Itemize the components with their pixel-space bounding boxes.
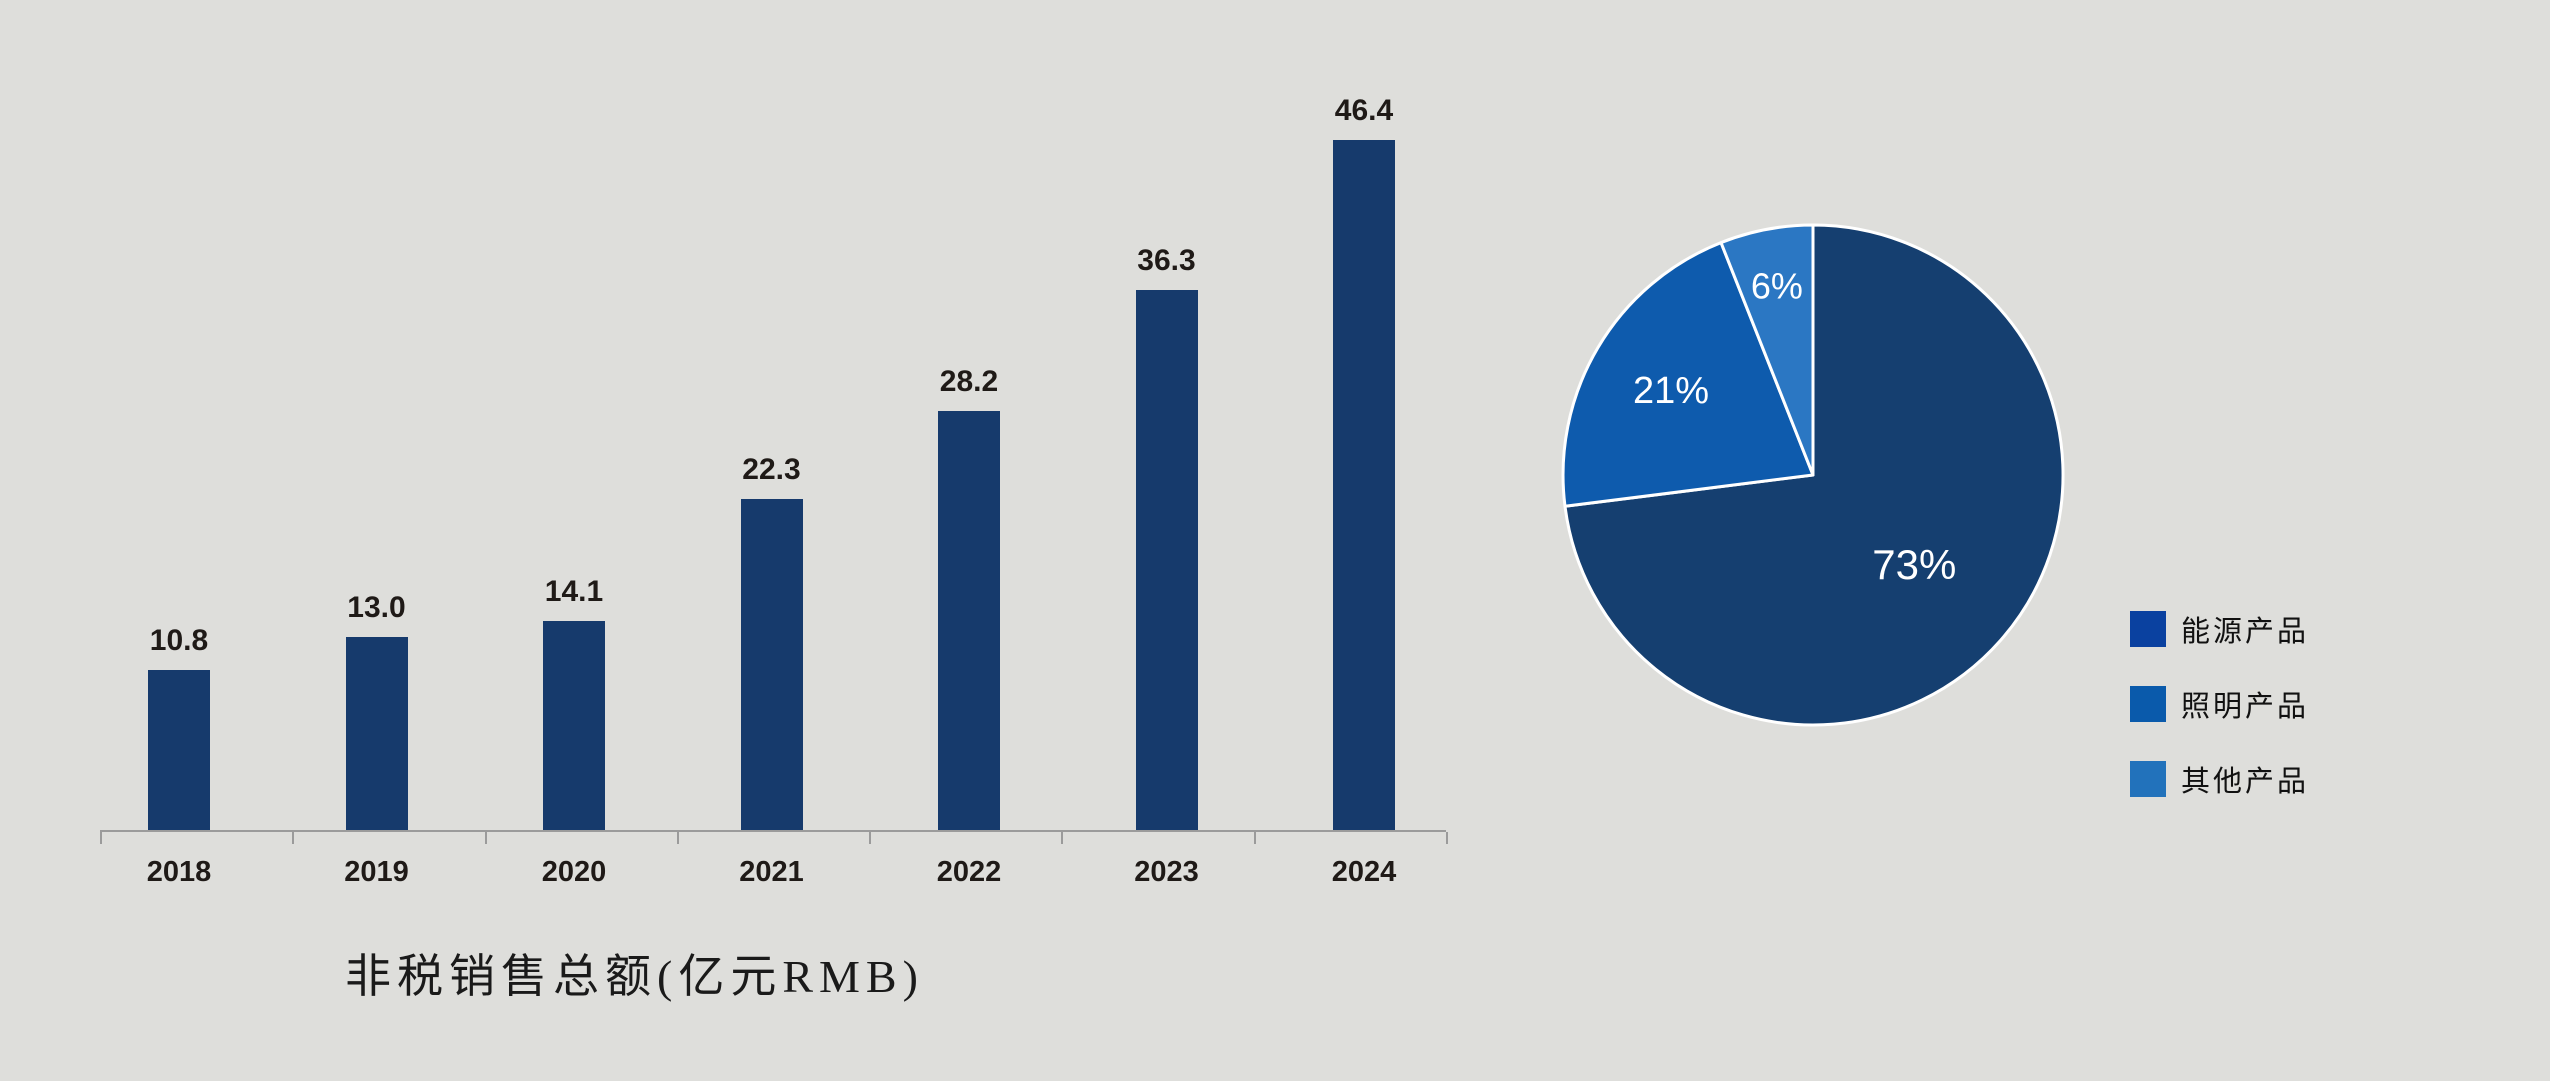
x-axis-tick [1061,832,1064,844]
bar-value-label: 28.2 [939,365,999,398]
bar-2018 [148,670,210,831]
legend-item: 照明产品 [2130,683,2309,725]
legend-swatch [2130,761,2166,797]
x-axis-tick [292,832,295,844]
x-axis-tick-label: 2022 [936,856,1002,888]
legend-swatch [2130,611,2166,647]
legend-label: 其他产品 [2181,766,2310,798]
pie-slice-label: 6% [1751,265,1803,306]
pie-slice-label: 73% [1872,541,1956,588]
x-axis-tick-label: 2018 [146,856,212,888]
pie-legend: 能源产品照明产品其他产品 [2130,608,2309,833]
x-axis-tick-label: 2024 [1331,856,1397,888]
bar-chart-title: 非税销售总额(亿元RMB) [345,951,924,1002]
pie-slice-label: 21% [1633,370,1709,412]
bar-chart: 10.8 2018 13.0 2019 14.1 2020 22.3 2021 28.2 2022… [100,94,1448,1002]
x-axis-tick-label: 2020 [541,856,607,888]
x-axis-tick-label: 2019 [344,856,409,888]
legend-item: 其他产品 [2130,758,2309,800]
bar-value-label: 36.3 [1137,244,1196,277]
bar-2023 [1135,290,1198,831]
x-axis-tick-label: 2021 [739,856,804,888]
x-axis-tick [869,832,872,844]
x-axis-tick [100,832,102,844]
bar-value-label: 10.8 [149,624,209,657]
pie-chart: 73% 21% 6% [1561,223,2065,727]
bar-value-label: 14.1 [544,575,604,608]
x-axis-tick [1446,832,1448,844]
bar-2021 [740,499,803,831]
bar-value-label: 46.4 [1334,94,1394,127]
x-axis-tick [676,832,679,844]
x-axis-tick [484,832,487,844]
legend-label: 照明产品 [2181,691,2310,723]
legend-swatch [2130,686,2166,722]
legend-item: 能源产品 [2130,608,2309,650]
x-axis-tick [1253,832,1256,844]
legend-label: 能源产品 [2181,616,2310,648]
bar-2019 [345,637,408,831]
bar-value-label: 13.0 [347,591,406,624]
pie-slice-其他产品 [1719,223,1815,477]
bar-value-label: 22.3 [742,453,801,486]
bar-2020 [543,621,605,831]
bar-2022 [938,411,1000,831]
x-axis-tick-label: 2023 [1134,856,1199,888]
bar-2024 [1333,140,1395,831]
x-axis-line [100,830,1446,832]
pie-slice-照明产品 [1561,241,1815,508]
